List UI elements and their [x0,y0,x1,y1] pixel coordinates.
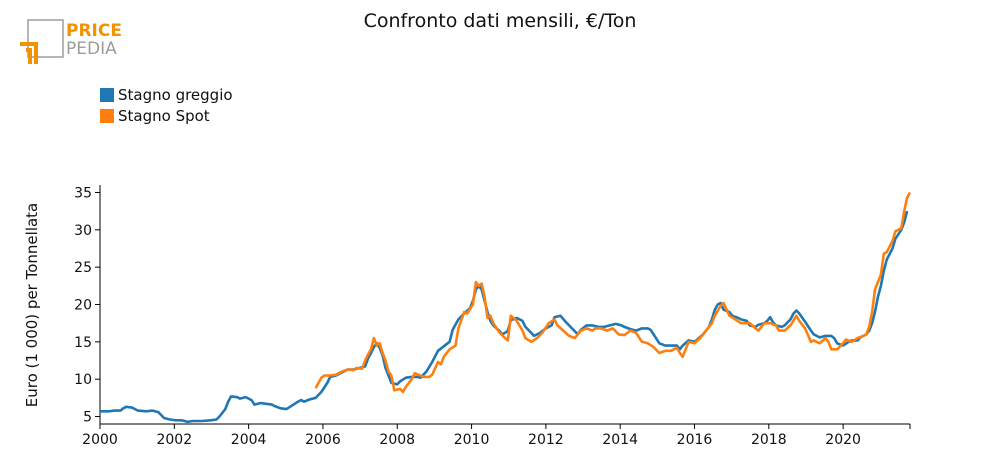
legend-label: Stagno greggio [118,85,233,104]
logo-text-price: PRICE [66,21,122,41]
x-tick-label: 2020 [825,432,861,448]
x-tick-label: 2010 [454,432,490,448]
legend-swatch-blue [100,87,114,102]
x-tick-label: 2014 [602,432,638,448]
x-tick-label: 2012 [528,432,564,448]
legend: Stagno greggio Stagno Spot [100,84,233,126]
y-tick-label: 30 [74,223,92,239]
x-tick-label: 2008 [379,432,415,448]
x-tick-label: 2016 [677,432,713,448]
pricepedia-logo-mark: PRICE PEDIA [20,19,122,64]
series-line-stagno-spot [314,191,912,394]
legend-item-stagno-spot[interactable]: Stagno Spot [100,105,233,126]
y-tick-label: 35 [74,185,92,201]
series-line-stagno-greggio [100,210,909,424]
y-tick-label: 5 [83,410,92,426]
y-tick-label: 10 [74,372,92,388]
y-tick-label: 20 [74,298,92,314]
x-tick-label: 2002 [156,432,192,448]
legend-swatch-orange [100,108,114,123]
logo-text-pedia: PEDIA [66,39,117,59]
legend-label: Stagno Spot [118,106,210,125]
x-tick-label: 2000 [82,432,118,448]
y-tick-label: 25 [74,260,92,276]
x-tick-label: 2018 [751,432,787,448]
legend-item-stagno-greggio[interactable]: Stagno greggio [100,84,233,105]
pricepedia-logo: PRICE PEDIA [18,18,128,68]
x-tick-label: 2006 [305,432,341,448]
x-tick-label: 2004 [231,432,267,448]
y-tick-label: 15 [74,335,92,351]
chart-title: Confronto dati mensili, €/Ton [363,10,637,32]
